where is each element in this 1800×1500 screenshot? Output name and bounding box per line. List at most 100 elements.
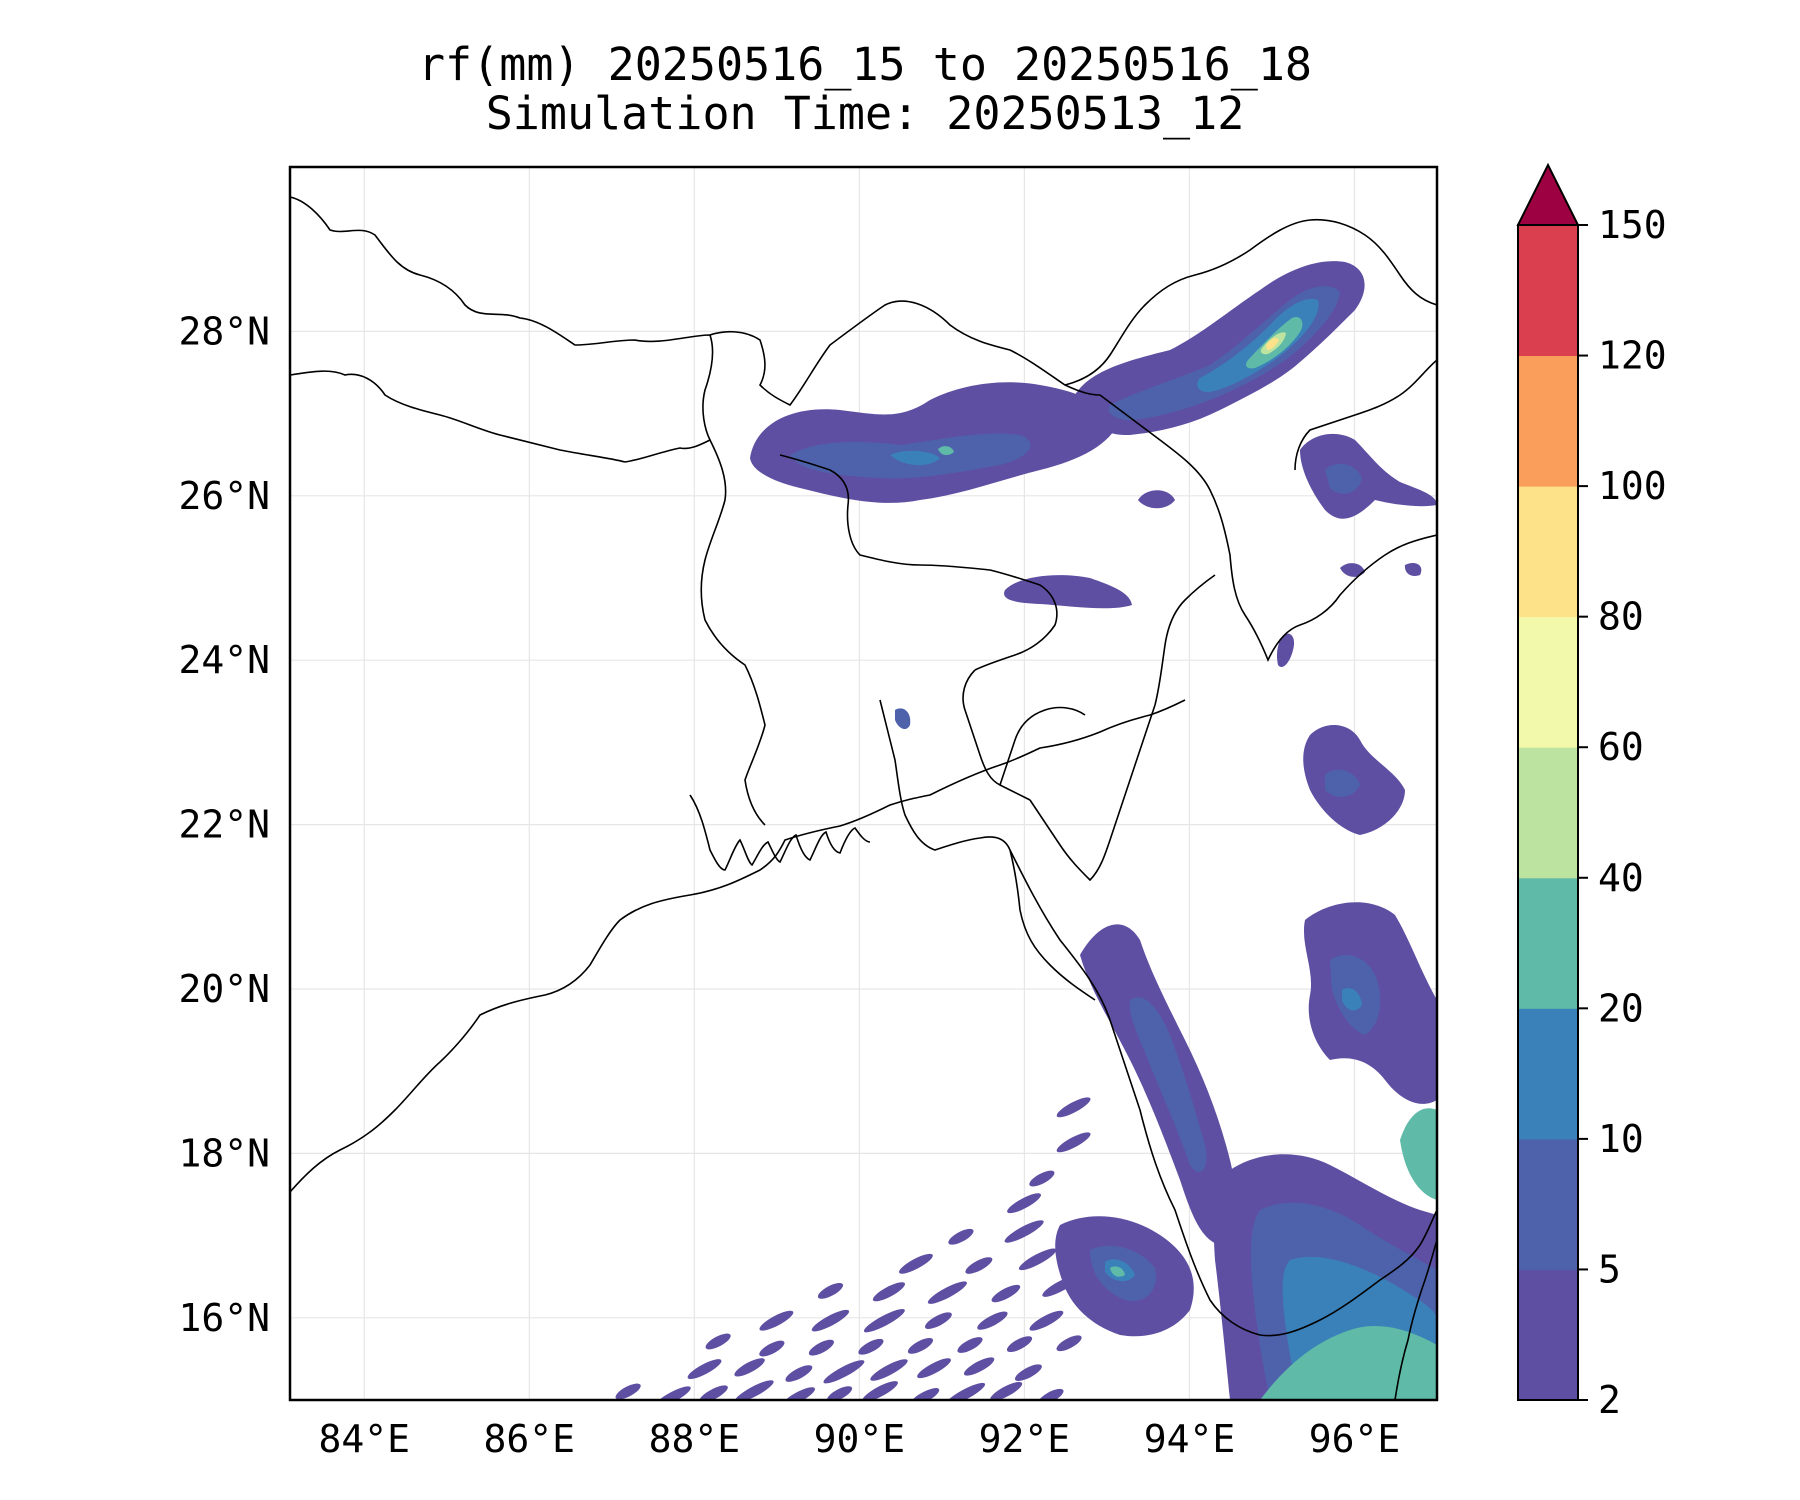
rain-streak <box>734 1380 774 1400</box>
colorbar-segment <box>1518 877 1578 1009</box>
border-bihar-nepal <box>290 370 626 463</box>
lon-tick-label: 92°E <box>979 1417 1071 1461</box>
lon-tick-label: 84°E <box>319 1417 411 1461</box>
rain-streak <box>927 1281 967 1304</box>
colorbar-tick-label: 20 <box>1598 986 1644 1030</box>
colorbar-segment <box>1518 1269 1578 1401</box>
rain-area-assam-spot <box>1138 490 1175 509</box>
border-tripura <box>999 706 1086 786</box>
rain-area-nagaland-core <box>1325 463 1362 494</box>
coastline-east-india <box>290 699 1186 1193</box>
rain-streak <box>991 1284 1021 1303</box>
colorbar: 2 5 10 20 40 60 80 100 120 150 <box>1516 162 1667 1422</box>
rain-streak <box>759 1310 794 1331</box>
rain-streak <box>1042 1276 1078 1297</box>
border-bhutan-arunachal <box>1064 218 1437 386</box>
map-subtitle: Simulation Time: 20250513_12 <box>485 87 1245 140</box>
colorbar-tick-label: 150 <box>1598 203 1667 247</box>
colorbar-segment <box>1518 1008 1578 1140</box>
colorbar-tick-label: 2 <box>1598 1378 1621 1422</box>
rain-streak <box>990 1381 1023 1400</box>
rain-area-arunachal-80 <box>1266 337 1279 350</box>
rain-streak <box>1007 1193 1042 1214</box>
rain-streak <box>615 1383 641 1400</box>
rain-streak <box>1029 1310 1064 1331</box>
border-bangladesh-west <box>700 439 766 826</box>
plot-frame <box>288 165 1439 1402</box>
rain-streak <box>785 1365 813 1382</box>
rain-streak <box>699 1385 728 1400</box>
border-mizoram <box>1029 704 1156 882</box>
rain-streak <box>907 1337 934 1354</box>
rain-streak <box>863 1308 905 1333</box>
colorbar-segment <box>1518 486 1578 618</box>
coastline-myanmar <box>1009 849 1437 1337</box>
rain-streak <box>858 1338 884 1355</box>
rain-streak <box>1056 1097 1091 1118</box>
rain-streak <box>1038 1388 1064 1400</box>
colorbar-segment <box>1518 616 1578 748</box>
lon-tick-label: 86°E <box>484 1417 576 1461</box>
colorbar-tick-label: 80 <box>1598 595 1644 639</box>
rain-area-myanmar-east-10 <box>1342 988 1362 1011</box>
rain-streak <box>782 1387 816 1400</box>
lon-tick-label: 88°E <box>649 1417 741 1461</box>
rain-streak <box>1018 1248 1057 1271</box>
rain-streak <box>734 1358 765 1377</box>
colorbar-tick-label: 40 <box>1598 856 1644 900</box>
lon-tick-label: 96°E <box>1309 1417 1401 1461</box>
rain-streak <box>687 1359 722 1380</box>
rain-streak <box>963 1357 995 1376</box>
colorbar-tick-label: 5 <box>1598 1247 1621 1291</box>
rain-streak <box>1056 1132 1091 1153</box>
rainfall-layer <box>615 261 1437 1400</box>
lon-tick-label: 90°E <box>814 1417 906 1461</box>
lat-tick-label: 26°N <box>178 474 270 518</box>
rain-streak <box>872 1282 906 1302</box>
rain-streak <box>705 1333 731 1350</box>
border-bangladesh-east <box>962 669 1031 801</box>
rain-streak <box>808 1339 834 1356</box>
rain-streak <box>862 1381 898 1400</box>
border-sikkim-bhutan <box>709 300 1101 407</box>
rain-area-bangladesh-delta <box>895 708 911 730</box>
rain-streak <box>948 1228 974 1245</box>
rain-streak <box>817 1282 844 1299</box>
lat-tick-label: 18°N <box>178 1131 270 1175</box>
lat-tick-label: 16°N <box>178 1296 270 1340</box>
rain-streak <box>1004 1220 1044 1243</box>
rain-streak <box>977 1311 1008 1330</box>
border-bangladesh-north <box>779 454 1058 671</box>
rain-area-rakhine-coast-core <box>1129 997 1207 1173</box>
colorbar-frame <box>1517 224 1579 1401</box>
rain-streak <box>823 1360 865 1384</box>
lat-tick-label: 28°N <box>178 309 270 353</box>
coastline-sundarbans <box>689 794 871 871</box>
colorbar-tick-label: 10 <box>1598 1117 1644 1161</box>
rain-area-mizoram-core <box>1325 769 1360 797</box>
rain-streak <box>1029 1170 1055 1187</box>
rain-area-north-bengal-peak <box>938 446 954 456</box>
rain-streak <box>917 1358 952 1379</box>
colorbar-tick-label: 60 <box>1598 725 1644 769</box>
rain-area-manipur-spot-1 <box>1340 563 1365 577</box>
rain-area-tenasserim <box>1400 1108 1437 1200</box>
rain-area-manipur-spot-3 <box>1404 563 1422 576</box>
rain-streak <box>759 1340 785 1357</box>
colorbar-segment <box>1518 225 1578 357</box>
border-myanmar-north <box>1294 359 1437 471</box>
rain-streak <box>957 1337 983 1353</box>
rain-streak <box>1056 1335 1082 1352</box>
rain-streak <box>655 1386 691 1400</box>
border-assam-myanmar <box>1099 394 1437 663</box>
coastline-bangladesh-east <box>879 699 1096 1001</box>
rain-streak <box>1014 1364 1042 1381</box>
rain-streak <box>811 1309 850 1332</box>
rain-area-manipur-spot-2 <box>1276 633 1295 668</box>
rain-streak <box>924 1312 952 1329</box>
border-myanmar-thailand <box>1394 1239 1437 1400</box>
colorbar-segment <box>1518 1138 1578 1270</box>
colorbar-segment <box>1518 355 1578 487</box>
